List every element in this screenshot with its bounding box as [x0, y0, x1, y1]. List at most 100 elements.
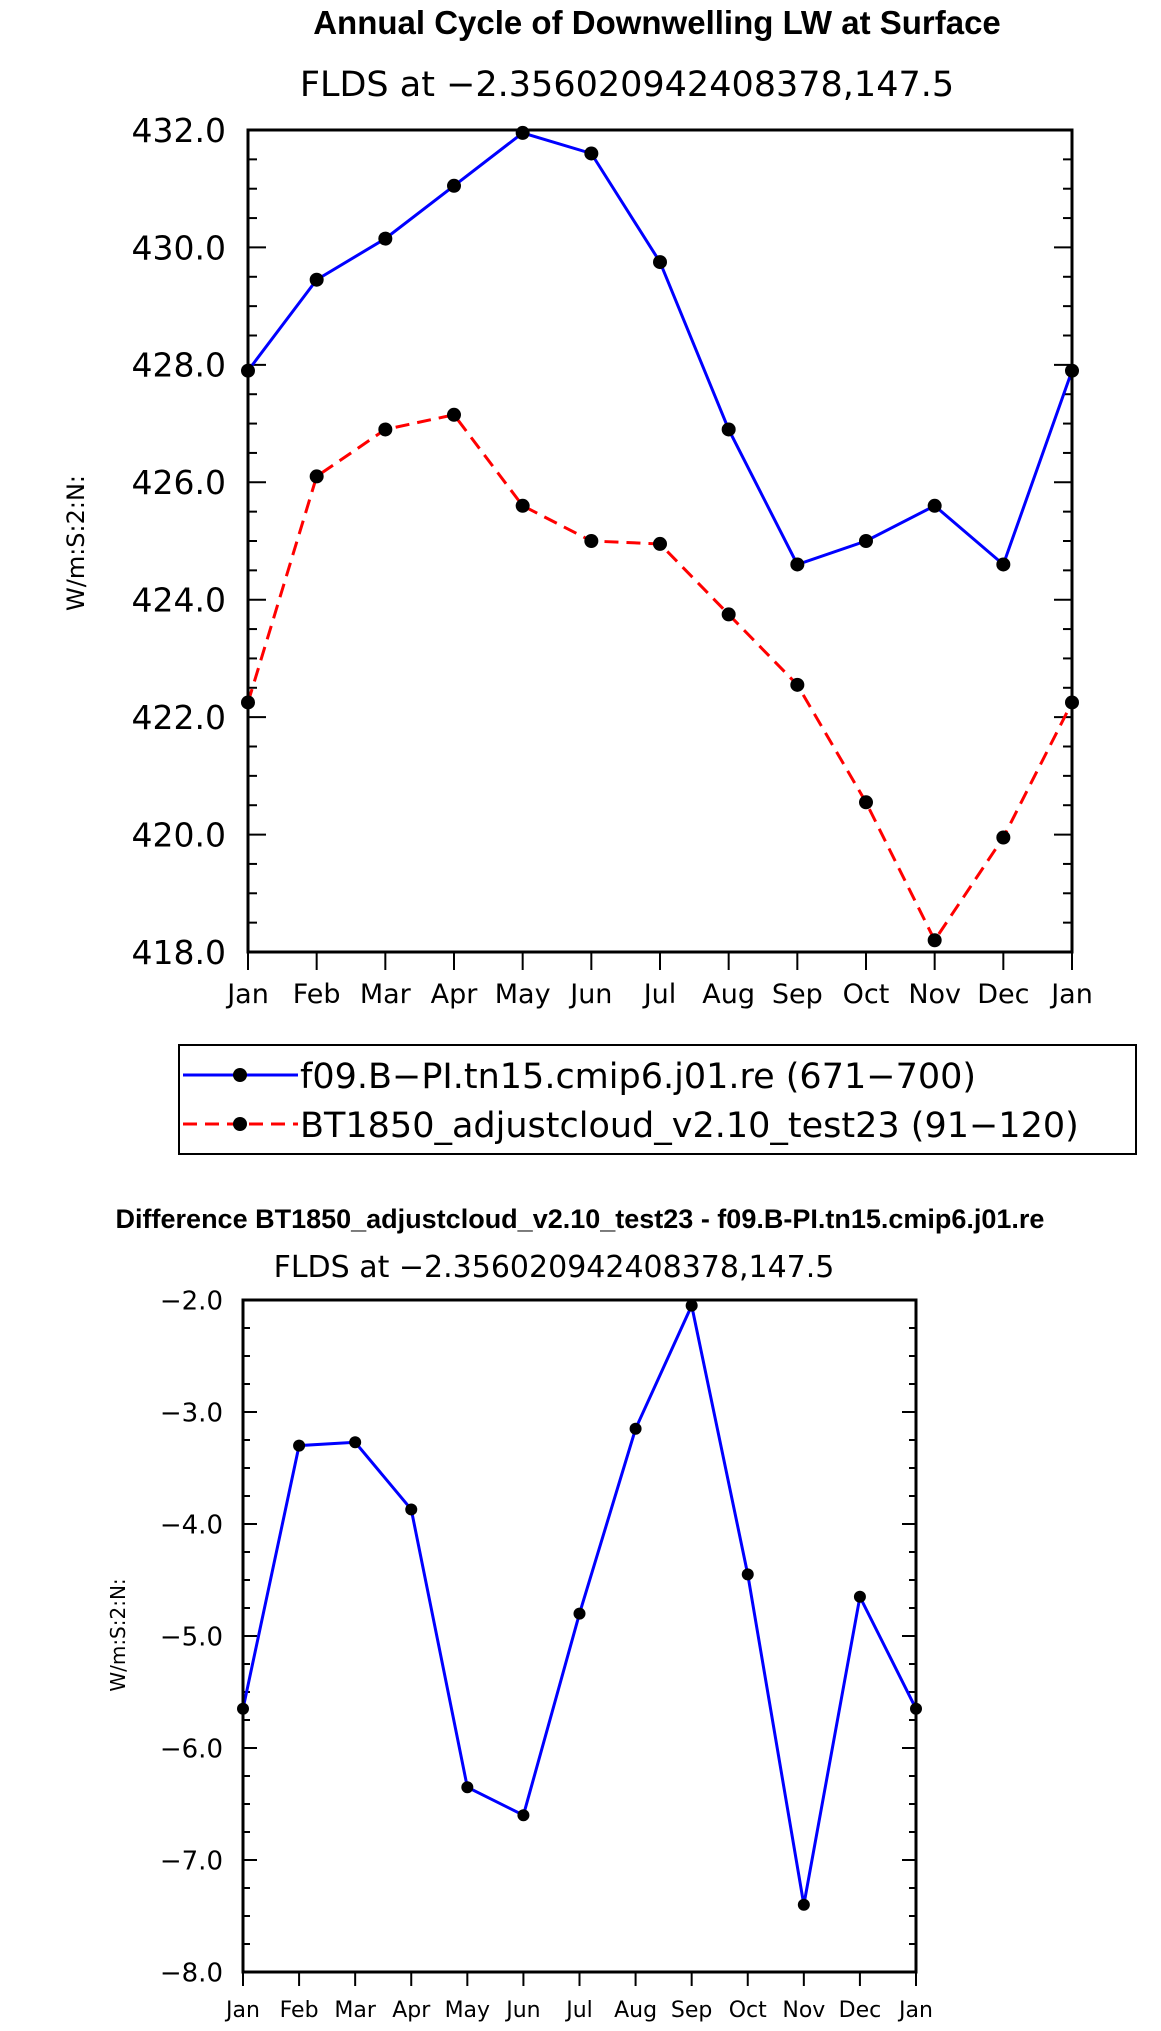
- legend-label: f09.B−PI.tn15.cmip6.j01.re (671−700): [300, 1057, 976, 1097]
- data-point: [378, 422, 393, 437]
- series-2: [241, 407, 1079, 948]
- y-tick-label: 422.0: [132, 698, 226, 737]
- x-tick-label: Aug: [614, 1998, 657, 2023]
- x-tick-label: Sep: [772, 979, 823, 1010]
- legend-label: BT1850_adjustcloud_v2.10_test23 (91−120): [300, 1106, 1079, 1146]
- y-tick-label: −6.0: [160, 1734, 223, 1764]
- data-point: [378, 231, 393, 246]
- chart-subtitle: FLDS at −2.356020942408378,147.5: [300, 65, 954, 105]
- series-group: [237, 1299, 922, 1911]
- difference-chart: Difference BT1850_adjustcloud_v2.10_test…: [106, 1204, 1044, 2023]
- x-tick-label: Oct: [729, 1998, 767, 2023]
- x-tick-label: Feb: [280, 1998, 319, 2023]
- x-tick-label: Jul: [642, 979, 677, 1010]
- x-tick-label: Jan: [225, 979, 269, 1010]
- data-point: [629, 1422, 642, 1435]
- y-tick-label: −4.0: [160, 1510, 223, 1540]
- y-tick-label: 418.0: [132, 933, 226, 972]
- x-tick-label: Apr: [431, 979, 479, 1010]
- data-point: [797, 1898, 810, 1911]
- data-point: [515, 498, 530, 513]
- data-point: [515, 125, 530, 140]
- x-tick-label: Jan: [1049, 979, 1093, 1010]
- series-line: [246, 413, 1074, 944]
- data-point: [721, 607, 736, 622]
- y-tick-labels: 418.0 420.0 422.0 424.0 426.0 428.0 430.0 432.0: [132, 111, 226, 972]
- y-axis-label: W/m:S:2:N:: [62, 475, 90, 611]
- data-point: [996, 557, 1011, 572]
- data-point: [653, 536, 667, 551]
- y-tick-label: 426.0: [132, 463, 226, 502]
- data-point: [685, 1299, 698, 1312]
- y-tick-label: −5.0: [160, 1622, 223, 1652]
- x-tick-label: Mar: [334, 1998, 376, 2023]
- legend-swatch-marker: [233, 1068, 247, 1082]
- data-point: [461, 1781, 474, 1794]
- y-tick-labels: −8.0 −7.0 −6.0 −5.0 −4.0 −3.0 −2.0: [160, 1286, 223, 1988]
- data-point: [349, 1436, 362, 1449]
- annual-cycle-chart: Annual Cycle of Downwelling LW at Surfac…: [62, 4, 1093, 1010]
- y-axis-label: W/m:S:2:N:: [106, 1578, 130, 1691]
- y-tick-label: −8.0: [160, 1958, 223, 1988]
- data-point: [293, 1439, 306, 1452]
- y-tick-label: 424.0: [132, 581, 226, 620]
- series-line: [241, 1300, 918, 1906]
- x-tick-label: Sep: [671, 1998, 712, 2023]
- y-tick-label: 430.0: [132, 228, 226, 267]
- data-point: [309, 272, 324, 287]
- legend-box: [178, 1044, 1137, 1155]
- y-tick-label: 420.0: [132, 815, 226, 854]
- data-point: [573, 1607, 586, 1620]
- data-point: [790, 677, 805, 692]
- series-line: [246, 131, 1074, 568]
- data-point: [741, 1568, 754, 1581]
- x-tick-label: Oct: [843, 979, 890, 1010]
- data-point: [859, 795, 873, 810]
- legend-item-f09: f09.B−PI.tn15.cmip6.j01.re (671−700): [183, 1057, 976, 1097]
- x-tick-label: Jun: [504, 1998, 540, 2023]
- x-tick-label: May: [495, 979, 551, 1010]
- x-tick-label: Jun: [568, 979, 612, 1010]
- data-point: [584, 146, 599, 161]
- legend: f09.B−PI.tn15.cmip6.j01.re (671−700) BT1…: [178, 1044, 1137, 1155]
- series-1: [241, 125, 1079, 572]
- x-tick-label: May: [445, 1998, 490, 2023]
- y-tick-label: 432.0: [132, 111, 226, 150]
- y-tick-label: 428.0: [132, 346, 226, 385]
- data-point: [517, 1809, 530, 1822]
- x-tick-label: Mar: [360, 979, 412, 1010]
- x-tick-label: Jan: [897, 1998, 933, 2023]
- x-tick-label: Aug: [702, 979, 755, 1010]
- data-point: [309, 469, 324, 484]
- plot-frame: [246, 128, 1074, 954]
- x-tick-label: Jan: [224, 1998, 260, 2023]
- x-tick-label: Dec: [977, 979, 1029, 1010]
- y-tick-label: −7.0: [160, 1846, 223, 1876]
- tick-marks: [242, 1299, 917, 1986]
- x-tick-label: Feb: [293, 979, 341, 1010]
- data-point: [653, 255, 667, 270]
- data-point: [447, 407, 461, 422]
- data-point: [927, 933, 942, 948]
- data-point: [790, 557, 805, 572]
- series-group: [241, 125, 1079, 948]
- data-point: [584, 534, 599, 548]
- legend-swatch-marker: [233, 1117, 247, 1131]
- chart-subtitle: FLDS at −2.356020942408378,147.5: [274, 1250, 835, 1285]
- x-tick-label: Nov: [908, 979, 961, 1010]
- data-point: [927, 498, 942, 513]
- plot-frame: [241, 1298, 918, 1974]
- chart-title: Annual Cycle of Downwelling LW at Surfac…: [313, 4, 1001, 41]
- data-point: [859, 534, 873, 548]
- data-point: [405, 1503, 418, 1516]
- data-point: [996, 830, 1011, 845]
- x-tick-labels: Jan Feb Mar Apr May Jun Jul Aug Sep Oct Nov Dec Jan: [224, 1998, 933, 2023]
- x-tick-label: Nov: [782, 1998, 825, 2023]
- x-tick-label: Jul: [564, 1998, 593, 2023]
- x-tick-label: Dec: [839, 1998, 882, 2023]
- chart-title: Difference BT1850_adjustcloud_v2.10_test…: [116, 1204, 1045, 1234]
- y-tick-label: −3.0: [160, 1398, 223, 1428]
- x-tick-labels: Jan Feb Mar Apr May Jun Jul Aug Sep Oct Nov Dec Jan: [225, 979, 1093, 1010]
- y-tick-label: −2.0: [160, 1286, 223, 1316]
